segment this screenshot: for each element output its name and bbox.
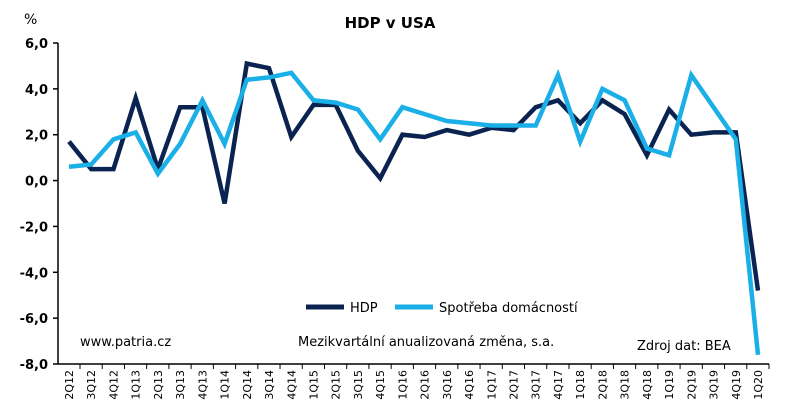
y-tick-label: 2,0 — [25, 129, 48, 144]
x-tick-label: 3Q15 — [352, 370, 365, 400]
x-tick-label: 1Q16 — [396, 370, 409, 400]
x-tick-label: 4Q13 — [196, 370, 209, 400]
x-tick-label: 3Q13 — [174, 370, 187, 400]
x-tick-label: 4Q12 — [107, 370, 120, 400]
x-tick-label: 2Q15 — [330, 370, 343, 400]
x-tick-label: 3Q14 — [263, 370, 276, 400]
x-tick-label: 4Q19 — [730, 370, 743, 400]
x-tick-label: 2Q13 — [152, 370, 165, 400]
x-tick-label: 1Q13 — [130, 370, 143, 400]
x-tick-label: 2Q14 — [241, 370, 254, 400]
annotation-note: Mezikvartální anualizovaná změna, s.a. — [298, 335, 554, 350]
annotation-website: www.patria.cz — [80, 335, 171, 350]
x-tick-label: 3Q19 — [708, 370, 721, 400]
x-tick-label: 1Q14 — [219, 370, 232, 400]
x-tick-label: 4Q15 — [374, 370, 387, 400]
legend-label-hdp: HDP — [350, 301, 378, 316]
x-tick-label: 4Q18 — [641, 370, 654, 400]
x-tick-label: 3Q16 — [441, 370, 454, 400]
x-tick-label: 1Q20 — [752, 370, 765, 400]
x-tick-label: 2Q17 — [508, 370, 521, 400]
annotation-source: Zdroj dat: BEA — [637, 339, 731, 354]
y-tick-label: -8,0 — [20, 358, 48, 373]
x-tick-label: 3Q12 — [85, 370, 98, 400]
x-tick-label: 1Q15 — [307, 370, 320, 400]
series-line-hdp — [67, 60, 761, 291]
x-tick-label: 2Q19 — [685, 370, 698, 400]
x-tick-label: 4Q17 — [552, 370, 565, 400]
x-tick-label: 1Q19 — [663, 370, 676, 400]
x-tick-label: 3Q17 — [530, 370, 543, 400]
legend-label-spotreba: Spotřeba domácností — [439, 301, 578, 316]
x-tick-label: 1Q17 — [485, 370, 498, 400]
series-line-spotreba — [68, 68, 761, 356]
x-tick-label: 4Q16 — [463, 370, 476, 400]
y-tick-label: -6,0 — [20, 312, 48, 327]
y-tick-label: 4,0 — [25, 83, 48, 98]
x-tick-label: 2Q16 — [419, 370, 432, 400]
y-tick-label: 6,0 — [25, 37, 48, 52]
chart-title: HDP v USA — [345, 14, 436, 32]
y-axis-label: % — [24, 12, 37, 28]
x-tick-label: 4Q14 — [285, 370, 298, 400]
x-tick-label: 3Q18 — [619, 370, 632, 400]
x-tick-label: 2Q18 — [596, 370, 609, 400]
y-tick-label: -2,0 — [20, 220, 48, 235]
x-tick-label: 1Q18 — [574, 370, 587, 400]
legend: HDP Spotřeba domácností — [306, 301, 578, 316]
y-tick-label: -4,0 — [20, 266, 48, 281]
y-tick-label: 0,0 — [25, 175, 48, 190]
x-tick-label: 2Q12 — [63, 370, 76, 400]
